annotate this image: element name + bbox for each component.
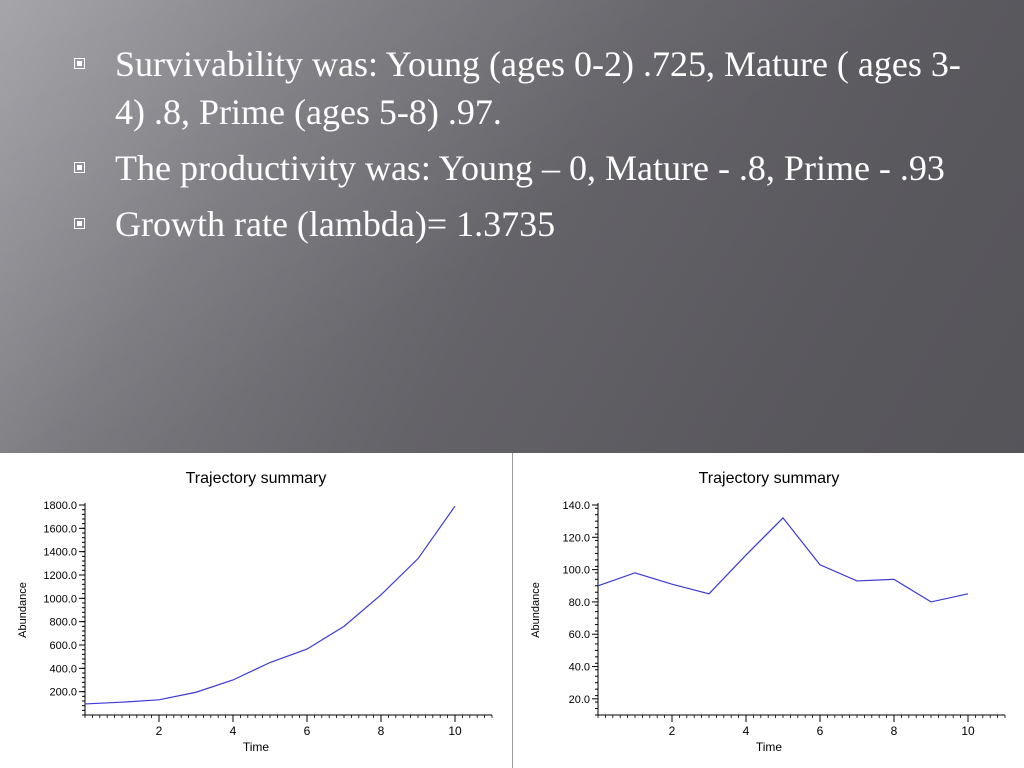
- chart-0-x-tick-label: 4: [230, 724, 237, 738]
- chart-0-title: Trajectory summary: [186, 470, 327, 487]
- chart-0-x-tick-label: 8: [378, 724, 385, 738]
- chart-1-x-tick-label: 8: [891, 724, 898, 738]
- trajectory-chart-left: Trajectory summary 200.0 400.0 600.0 800.0 10…: [17, 470, 493, 754]
- bullet-text: Growth rate (lambda)= 1.3735: [115, 204, 556, 244]
- square-bullet-icon: [74, 162, 85, 173]
- bullet-item-survivability: Survivability was: Young (ages 0-2) .725…: [70, 40, 970, 136]
- chart-1-x-axis-label: Time: [756, 740, 783, 754]
- chart-0-x-axis-label: Time: [243, 740, 270, 754]
- chart-1-y-tick-label: 120.0: [562, 532, 590, 544]
- chart-0-y-tick-label: 1200.0: [43, 570, 77, 582]
- square-bullet-icon: [74, 218, 85, 229]
- chart-1-y-tick-label: 60.0: [569, 629, 590, 641]
- chart-0-y-tick-label: 600.0: [49, 640, 77, 652]
- chart-0-y-tick-label: 1000.0: [43, 593, 77, 605]
- chart-1-x-tick-label: 10: [961, 724, 975, 738]
- square-bullet-icon: [74, 58, 85, 69]
- chart-1-x-tick-label: 6: [817, 724, 824, 738]
- chart-1-x-tick-label: 2: [669, 724, 676, 738]
- chart-0-x-tick-label: 10: [448, 724, 462, 738]
- chart-0-y-tick-label: 1400.0: [43, 547, 77, 559]
- bullet-list: Survivability was: Young (ages 0-2) .725…: [70, 40, 970, 256]
- chart-1-series-line: [597, 517, 969, 603]
- chart-1-y-axis-label: Abundance: [530, 582, 542, 638]
- chart-0-x-tick-label: 6: [304, 724, 311, 738]
- panel-divider: [512, 453, 513, 768]
- charts-panel: Trajectory summary 200.0 400.0 600.0 800.0 10…: [0, 453, 1024, 768]
- bullet-text: Survivability was: Young (ages 0-2) .725…: [115, 44, 961, 132]
- chart-0-series-line: [84, 505, 456, 705]
- chart-1-y-tick-label: 20.0: [569, 694, 590, 706]
- bullet-text: The productivity was: Young – 0, Mature …: [115, 148, 945, 188]
- trajectory-chart-right: Trajectory summary 20.0 40.0 60.0 80.0 100.0 1…: [530, 470, 1006, 754]
- chart-0-x-tick-label: 2: [156, 724, 163, 738]
- chart-0-y-tick-label: 400.0: [49, 663, 77, 675]
- bullet-item-growth-rate: Growth rate (lambda)= 1.3735: [70, 200, 970, 248]
- chart-1-title: Trajectory summary: [699, 470, 840, 487]
- chart-0-y-axis-label: Abundance: [17, 582, 29, 638]
- chart-0-y-tick-label: 1800.0: [43, 500, 77, 512]
- chart-1-y-tick-label: 100.0: [562, 565, 590, 577]
- chart-1-x-tick-label: 4: [743, 724, 750, 738]
- chart-1-y-tick-label: 80.0: [569, 597, 590, 609]
- chart-0-y-tick-label: 1600.0: [43, 523, 77, 535]
- chart-0-y-tick-label: 200.0: [49, 687, 77, 699]
- bullet-item-productivity: The productivity was: Young – 0, Mature …: [70, 144, 970, 192]
- chart-0-y-tick-label: 800.0: [49, 617, 77, 629]
- chart-1-y-tick-label: 140.0: [562, 500, 590, 512]
- chart-1-y-tick-label: 40.0: [569, 662, 590, 674]
